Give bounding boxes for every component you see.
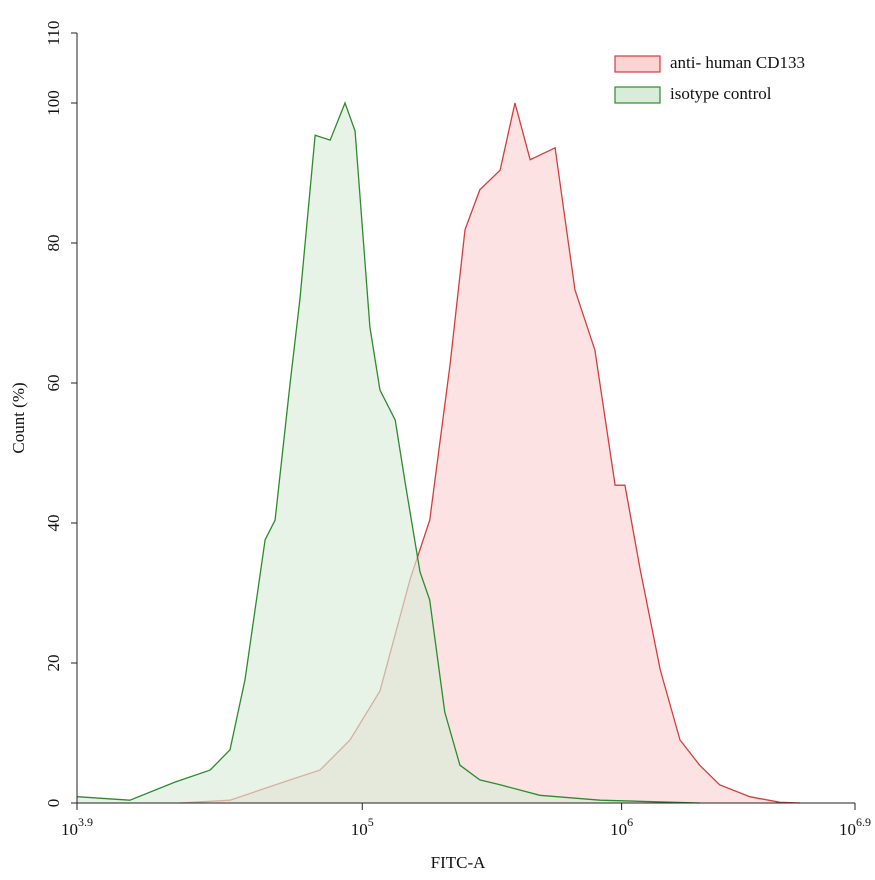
y-tick-label: 60 — [44, 375, 63, 392]
x-tick-label: 103.9 — [61, 815, 93, 839]
x-tick-exponent: 5 — [368, 815, 374, 829]
x-tick-label: 106 — [610, 815, 633, 839]
area-fill — [179, 103, 801, 803]
legend-swatch — [614, 55, 661, 73]
legend-label: anti- human CD133 — [670, 53, 805, 72]
y-tick-label: 20 — [44, 655, 63, 672]
y-tick-label: 100 — [44, 90, 63, 116]
y-tick-label: 80 — [44, 235, 63, 252]
y-axis-label: Count (%) — [9, 382, 28, 453]
legend-swatch — [614, 86, 661, 104]
x-tick-base: 10 — [61, 820, 78, 839]
x-axis-label: FITC-A — [431, 853, 487, 872]
x-tick-base: 10 — [839, 820, 856, 839]
x-tick-exponent: 6 — [627, 815, 633, 829]
area-fill — [77, 103, 700, 803]
legend-label: isotype control — [670, 84, 772, 103]
x-tick-base: 10 — [610, 820, 627, 839]
y-tick-label: 40 — [44, 515, 63, 532]
x-tick-label: 106.9 — [839, 815, 871, 839]
y-tick-label: 0 — [44, 799, 63, 808]
x-tick-exponent: 6.9 — [856, 815, 871, 829]
x-tick-label: 105 — [351, 815, 374, 839]
area-line — [76, 101, 700, 804]
x-tick-exponent: 3.9 — [78, 815, 93, 829]
x-tick-base: 10 — [351, 820, 368, 839]
y-tick-label: 110 — [44, 21, 63, 46]
